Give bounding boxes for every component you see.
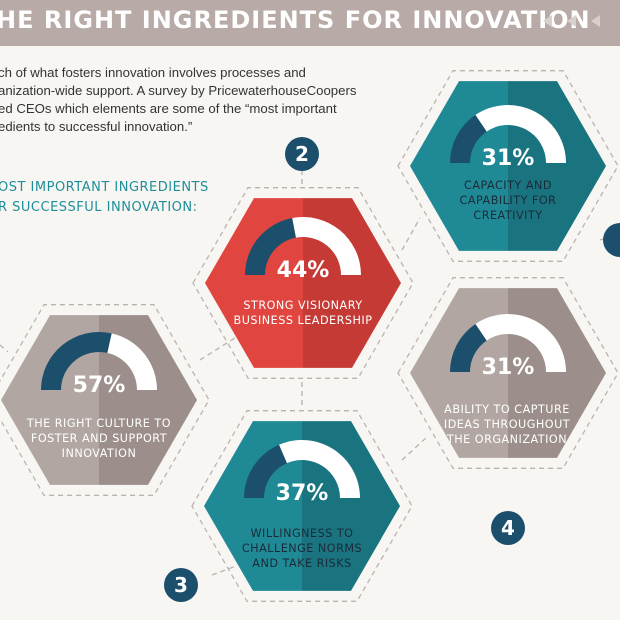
hexagon-outline (397, 70, 619, 262)
ingredient-label-leadership: STRONG VISIONARY BUSINESS LEADERSHIP (233, 299, 373, 327)
hexagon-outline (397, 277, 619, 469)
header-banner: HE RIGHT INGREDIENTS FOR INNOVATION (0, 0, 620, 46)
badge-circle (164, 568, 198, 602)
gauge-track (292, 217, 361, 275)
number-badge: 3 (164, 568, 198, 602)
gauge-fill (450, 324, 487, 372)
arrow-left-icon[interactable] (567, 15, 576, 27)
percent-value: 57% (73, 373, 126, 398)
ingredient-label-creativity: CAPACITY AND CAPABILITY FOR CREATIVITY (459, 179, 557, 222)
connector-line (401, 217, 421, 251)
intro-paragraph: ch of what fosters innovation involves p… (0, 64, 398, 136)
badge-number: 3 (174, 573, 188, 597)
gauge-fill (41, 331, 112, 390)
gauge-fill (244, 444, 287, 498)
arrow-left-icon[interactable] (543, 15, 552, 27)
hexagon-outline (192, 187, 414, 379)
percent-value: 44% (277, 258, 330, 283)
badge-circle (285, 137, 319, 171)
number-badge (603, 223, 620, 257)
ingredient-hexagon-creativity: 31% (397, 70, 619, 262)
intro-line: edients to successful innovation.” (0, 119, 193, 134)
connector-line (211, 565, 237, 576)
gauge-track (278, 439, 360, 498)
hexagon-left-half (1, 315, 99, 485)
gauge-fill (450, 115, 487, 163)
section-subheading: OST IMPORTANT INGREDIENTS R SUCCESSFUL I… (0, 178, 209, 218)
page-title: HE RIGHT INGREDIENTS FOR INNOVATION (0, 6, 591, 34)
percent-value: 37% (276, 481, 329, 506)
ingredient-label-risks: WILLINGNESS TO CHALLENGE NORMS AND TAKE RI… (241, 527, 363, 570)
ingredient-label-culture: THE RIGHT CULTURE TO FOSTER AND SUPPORT IN… (26, 417, 172, 460)
connector-line (401, 435, 429, 461)
gauge-track (107, 333, 157, 390)
ingredient-label-ideas: ABILITY TO CAPTURE IDEAS THROUGHOUT THE OR… (443, 403, 571, 446)
number-badge: 4 (491, 511, 525, 545)
ingredient-hexagon-culture: 57% (0, 304, 210, 496)
hexagon-right-half (303, 198, 401, 368)
hexagon-outline (191, 410, 413, 602)
badge-number: 4 (501, 516, 515, 540)
ingredient-hexagon-leadership: 44% (192, 187, 414, 379)
hexagon-right-half (99, 315, 197, 485)
subheading-line: R SUCCESSFUL INNOVATION: (0, 200, 198, 215)
percent-value: 31% (482, 146, 535, 171)
connector-line (199, 335, 239, 361)
number-badge: 2 (285, 137, 319, 171)
nav-arrows (543, 15, 600, 27)
badge-circle (603, 223, 620, 257)
hexagon-left-half (205, 198, 303, 368)
percent-value: 31% (482, 355, 535, 380)
intro-line: ed CEOs which elements are some of the “… (0, 101, 337, 116)
subheading-line: OST IMPORTANT INGREDIENTS (0, 180, 209, 195)
arrow-left-icon[interactable] (591, 15, 600, 27)
gauge-fill (245, 218, 296, 275)
hexagon-right-half (302, 421, 400, 591)
gauge-track (475, 314, 566, 372)
connector-line (0, 344, 9, 353)
gauge-track (475, 104, 566, 163)
hexagon-left-half (204, 421, 302, 591)
hexagon-outline (0, 304, 210, 496)
ingredient-hexagon-risks: 37% (191, 410, 413, 602)
badge-circle (491, 511, 525, 545)
intro-line: anization-wide support. A survey by Pric… (0, 83, 357, 98)
badge-number: 2 (295, 142, 309, 166)
intro-line: ch of what fosters innovation involves p… (0, 65, 306, 80)
